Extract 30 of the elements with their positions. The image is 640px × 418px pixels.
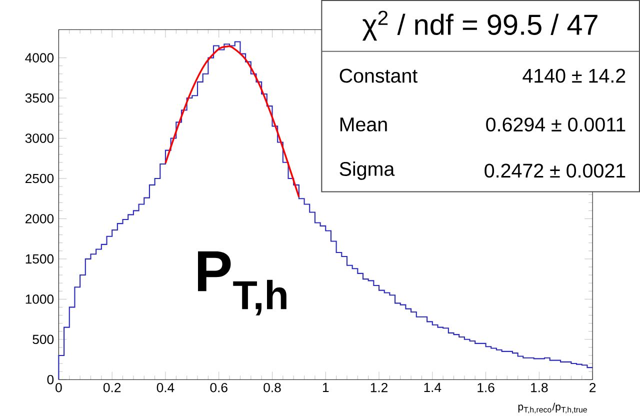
- x-tick-label: 1.6: [478, 383, 494, 392]
- x-tick-label: 0.2: [103, 383, 121, 392]
- y-tick-label: 3000: [25, 134, 54, 143]
- x-tick-label: 1: [322, 383, 329, 392]
- x-tick-label: 0.4: [156, 383, 174, 392]
- y-tick-label: 3500: [25, 93, 54, 103]
- annotation: 0.6294 ± 0.0011: [486, 118, 626, 132]
- x-tick-label: 1.2: [370, 383, 388, 392]
- y-tick-label: 1000: [26, 294, 54, 304]
- annotation: P$_{T,h}$: [198, 251, 286, 316]
- annotation: Sigma: [340, 162, 395, 180]
- x-axis-title: p$_{T,h,reco}$/p$_{T,h,true}$: [518, 402, 587, 414]
- annotation: χ$^{2}$ / ndf = 99.5 / 47: [362, 10, 598, 41]
- y-tick-label: 2000: [26, 214, 54, 224]
- line-series: [164, 46, 300, 198]
- annotation: Constant: [340, 68, 418, 83]
- annotation: Mean: [340, 118, 387, 132]
- x-tick-label: 1.8: [531, 383, 548, 392]
- x-tick-label: 0.8: [264, 383, 281, 392]
- x-tick-label: 1.4: [424, 383, 442, 392]
- x-tick-label: 0.6: [210, 383, 228, 392]
- y-tick-label: 2500: [26, 174, 54, 184]
- y-tick-label: 4000: [25, 53, 54, 63]
- x-tick-label: 0: [56, 383, 62, 392]
- x-tick-label: 2: [590, 383, 596, 392]
- y-tick-label: 0: [47, 375, 54, 384]
- y-tick-label: 1500: [26, 254, 54, 264]
- y-tick-label: 500: [32, 334, 54, 344]
- annotation: 0.2472 ± 0.0021: [484, 164, 626, 178]
- annotation: 4140 ± 14.2: [522, 68, 626, 83]
